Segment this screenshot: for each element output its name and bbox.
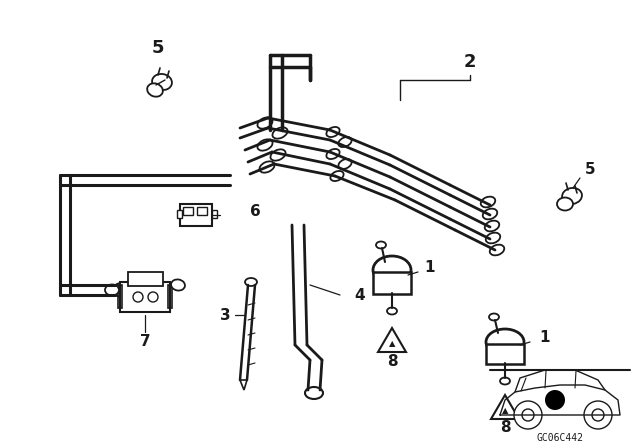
Ellipse shape [373,256,411,284]
Ellipse shape [339,159,351,169]
Ellipse shape [105,284,119,296]
Circle shape [522,409,534,421]
Ellipse shape [305,387,323,399]
Circle shape [584,401,612,429]
Ellipse shape [113,283,131,297]
Text: 7: 7 [140,335,150,349]
Bar [183,207,193,215]
Ellipse shape [484,221,499,231]
Text: ▲: ▲ [502,406,508,415]
Bar [120,282,170,312]
Text: GC06C442: GC06C442 [536,433,584,443]
Ellipse shape [387,307,397,314]
Text: 6: 6 [250,204,260,220]
Text: 2: 2 [464,53,476,71]
Ellipse shape [490,245,504,255]
Bar [180,204,212,226]
Ellipse shape [557,198,573,211]
Circle shape [514,401,542,429]
Text: 5: 5 [152,39,164,57]
Ellipse shape [330,171,344,181]
Ellipse shape [259,161,275,172]
Ellipse shape [152,74,172,90]
Ellipse shape [376,241,386,249]
Ellipse shape [489,314,499,320]
Ellipse shape [326,149,340,159]
Circle shape [592,409,604,421]
Bar [177,210,182,218]
Ellipse shape [326,127,340,137]
Text: 1: 1 [540,331,550,345]
Ellipse shape [339,137,351,147]
Circle shape [545,390,565,410]
Bar [128,272,163,286]
Text: 4: 4 [355,288,365,302]
Text: 8: 8 [387,354,397,370]
Ellipse shape [500,378,510,384]
Circle shape [133,292,143,302]
Text: 3: 3 [220,307,230,323]
Ellipse shape [257,117,273,129]
Bar [197,207,207,215]
Polygon shape [378,328,406,352]
Text: 5: 5 [585,163,595,177]
Ellipse shape [147,83,163,97]
Bar [486,344,524,364]
Text: ▲: ▲ [388,340,396,349]
Polygon shape [491,395,519,419]
Ellipse shape [171,280,185,291]
Text: 8: 8 [500,421,510,435]
Polygon shape [240,380,247,390]
Ellipse shape [273,127,287,138]
Bar [212,210,217,218]
Ellipse shape [245,278,257,286]
Ellipse shape [257,139,273,151]
Bar [373,272,411,294]
Ellipse shape [486,329,524,355]
Ellipse shape [481,197,495,207]
Ellipse shape [562,188,582,204]
Circle shape [148,292,158,302]
Ellipse shape [271,149,285,161]
Ellipse shape [486,233,500,243]
Ellipse shape [483,209,497,220]
Text: 1: 1 [425,260,435,276]
